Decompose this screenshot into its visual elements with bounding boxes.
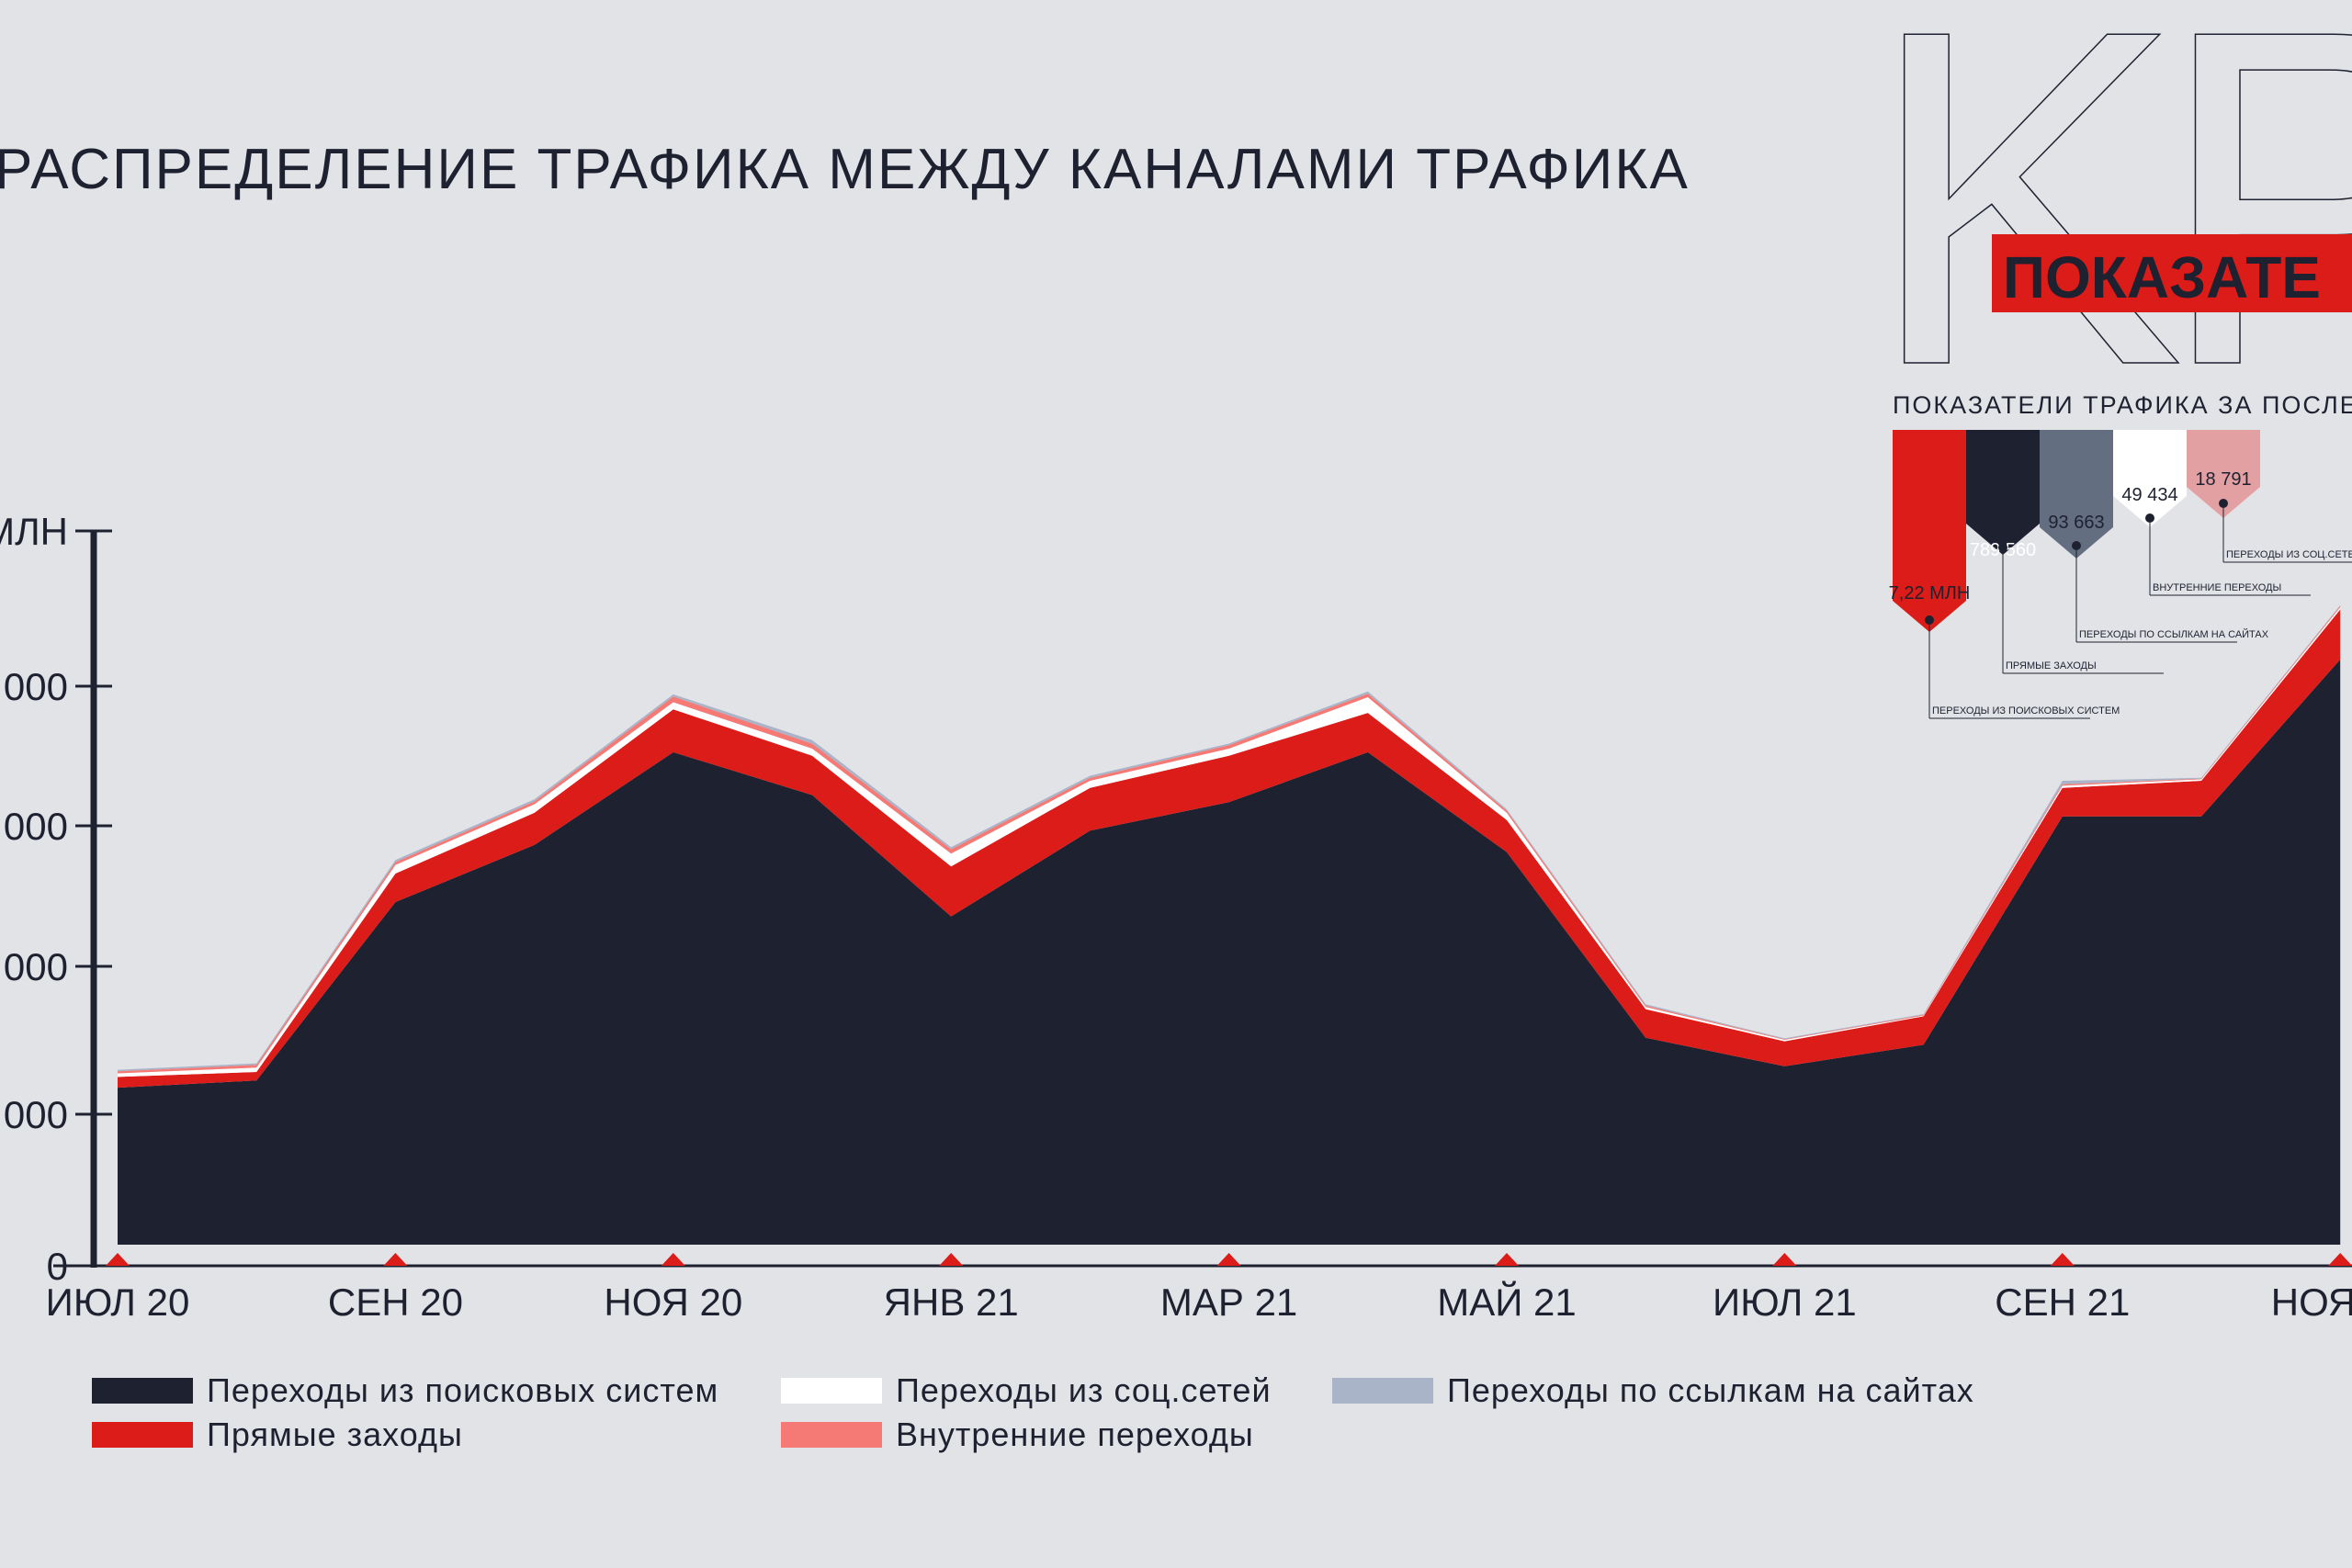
- legend-label-internal: Внутренние переходы: [896, 1416, 1254, 1453]
- legend-swatch-social: [781, 1378, 882, 1404]
- y-tick-label: 0: [47, 1245, 68, 1288]
- area-series-direct: [118, 609, 2341, 1089]
- x-tick-marker: [1216, 1253, 1241, 1266]
- x-tick-label: СЕН 21: [1995, 1280, 2130, 1324]
- y-tick-label: 600 000: [0, 805, 68, 848]
- x-tick-marker: [2050, 1253, 2075, 1266]
- x-tick-marker: [1772, 1253, 1797, 1266]
- kpi-subtitle: ПОКАЗАТЕЛИ ТРАФИКА ЗА ПОСЛЕ: [1893, 391, 2352, 419]
- kpi-banner-title: ПОКАЗАТЕ: [2003, 244, 2321, 310]
- legend-label-referral: Переходы по ссылкам на сайтах: [1447, 1371, 1974, 1409]
- x-tick-marker: [383, 1253, 408, 1266]
- y-tick-label: 800 000: [0, 665, 68, 708]
- legend-label-social: Переходы из соц.сетей: [896, 1371, 1272, 1409]
- y-tick-label: 400 000: [0, 945, 68, 988]
- x-tick-label: ИЮЛ 20: [46, 1280, 190, 1324]
- kpi-panel: KP ПОКАЗАТЕ ПОКАЗАТЕЛИ ТРАФИКА ЗА ПОСЛЕ …: [1864, 0, 2352, 719]
- legend-swatch-search: [92, 1378, 193, 1404]
- legend-swatch-referral: [1332, 1378, 1433, 1404]
- legend-swatch-direct: [92, 1422, 193, 1448]
- chart-axes: 0 200 000 400 000 600 000 800 000 1 МЛН ИЮЛ 20…: [0, 510, 2352, 1324]
- kpi-banner: [1992, 234, 2352, 312]
- kp-outline-letters: KP: [1865, 0, 2352, 465]
- x-tick-label: ЯНВ 21: [884, 1280, 1019, 1324]
- chart-legend: Переходы из поисковых систем Переходы из …: [92, 1371, 1974, 1453]
- kpi-ribbon-value: 93 663: [2048, 513, 2104, 533]
- x-tick-marker: [939, 1253, 964, 1266]
- y-tick-label: 1 МЛН: [0, 510, 68, 553]
- x-tick-marker: [1495, 1253, 1519, 1266]
- kpi-ribbon-caption: ПЕРЕХОДЫ ИЗ СОЦ.СЕТЕЙ: [2226, 548, 2352, 560]
- kpi-ribbon-caption: ПЕРЕХОДЫ ПО ССЫЛКАМ НА САЙТАХ: [2079, 628, 2269, 640]
- x-tick-marker: [2328, 1253, 2352, 1266]
- x-tick-label: СЕН 20: [328, 1280, 463, 1324]
- legend-label-search: Переходы из поисковых систем: [207, 1371, 718, 1409]
- x-tick-label: МАЙ 21: [1437, 1280, 1577, 1324]
- kpi-ribbon-value: 18 791: [2195, 469, 2251, 490]
- kpi-ribbon-value: 49 434: [2121, 485, 2177, 505]
- page-title: РАСПРЕДЕЛЕНИЕ ТРАФИКА МЕЖДУ КАНАЛАМИ ТРА…: [0, 138, 1690, 201]
- legend-label-direct: Прямые заходы: [207, 1416, 463, 1453]
- x-tick-marker: [661, 1253, 685, 1266]
- y-tick-label: 200 000: [0, 1093, 68, 1136]
- kpi-ribbon-value: 7,22 МЛН: [1889, 583, 1971, 604]
- kpi-ribbon-caption: ВНУТРЕННИЕ ПЕРЕХОДЫ: [2153, 582, 2281, 593]
- x-tick-marker: [106, 1253, 130, 1266]
- area-chart: [118, 604, 2341, 1245]
- x-tick-label: ИЮЛ 21: [1713, 1280, 1857, 1324]
- legend-swatch-internal: [781, 1422, 882, 1448]
- kpi-ribbon: [1966, 430, 2040, 555]
- kpi-ribbon-caption: ПРЯМЫЕ ЗАХОДЫ: [2006, 660, 2097, 671]
- x-tick-label: МАР 21: [1160, 1280, 1297, 1324]
- kpi-ribbon: [2040, 430, 2113, 558]
- x-tick-label: НОЯ 21: [2271, 1280, 2352, 1324]
- kpi-ribbon: [1893, 430, 1966, 632]
- kpi-ribbon: [2113, 430, 2187, 527]
- area-series-search: [118, 659, 2341, 1245]
- x-tick-label: НОЯ 20: [604, 1280, 742, 1324]
- kpi-ribbon: [2187, 430, 2260, 518]
- kpi-ribbon-caption: ПЕРЕХОДЫ ИЗ ПОИСКОВЫХ СИСТЕМ: [1932, 705, 2120, 716]
